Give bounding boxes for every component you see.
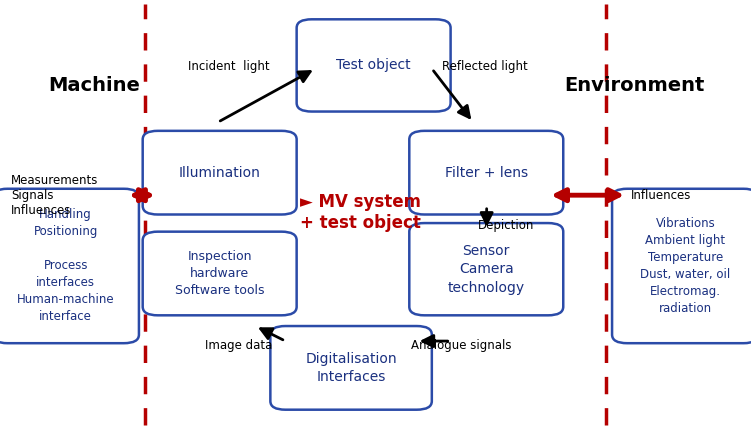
Text: Influences: Influences — [631, 189, 691, 202]
FancyBboxPatch shape — [612, 189, 751, 343]
Text: Analogue signals: Analogue signals — [411, 339, 511, 352]
Text: ► MV system
+ test object: ► MV system + test object — [300, 193, 421, 232]
Text: Test object: Test object — [336, 58, 411, 73]
Text: Reflected light: Reflected light — [442, 60, 527, 73]
FancyBboxPatch shape — [270, 326, 432, 410]
Text: Measurements
Signals
Influences: Measurements Signals Influences — [11, 174, 98, 217]
FancyBboxPatch shape — [297, 19, 451, 112]
FancyBboxPatch shape — [143, 131, 297, 214]
FancyBboxPatch shape — [409, 223, 563, 315]
Text: Vibrations
Ambient light
Temperature
Dust, water, oil
Electromag.
radiation: Vibrations Ambient light Temperature Dus… — [640, 217, 731, 315]
Text: Filter + lens: Filter + lens — [445, 166, 528, 180]
Text: Incident  light: Incident light — [189, 60, 270, 73]
Text: Inspection
hardware
Software tools: Inspection hardware Software tools — [175, 250, 264, 297]
Text: Handling
Positioning

Process
interfaces
Human-machine
interface: Handling Positioning Process interfaces … — [17, 208, 114, 323]
Text: Sensor
Camera
technology: Sensor Camera technology — [448, 244, 525, 295]
FancyBboxPatch shape — [409, 131, 563, 214]
Text: Environment: Environment — [564, 76, 704, 95]
FancyBboxPatch shape — [143, 232, 297, 315]
Text: Digitalisation
Interfaces: Digitalisation Interfaces — [305, 352, 397, 384]
Text: Depiction: Depiction — [478, 219, 534, 232]
Text: Image data: Image data — [205, 339, 273, 352]
Text: Illumination: Illumination — [179, 166, 261, 180]
FancyBboxPatch shape — [0, 189, 139, 343]
Text: Machine: Machine — [48, 76, 140, 95]
